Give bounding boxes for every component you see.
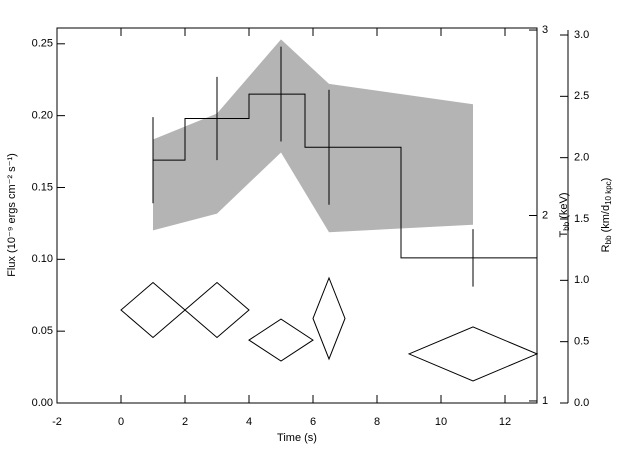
- label-part: ): [600, 178, 612, 182]
- x-axis-label: Time (s): [277, 432, 317, 444]
- x-tick-label: -2: [52, 416, 62, 428]
- diamond: [312, 276, 346, 361]
- x-tick-label: 8: [374, 416, 380, 428]
- y3-tick-label: 3.0: [574, 29, 589, 41]
- label-part: R: [600, 244, 612, 252]
- y-tick-label: 0.05: [32, 325, 53, 337]
- y3-tick-label: 1.5: [574, 213, 589, 225]
- x-tick-label: 12: [499, 416, 511, 428]
- y-tick-label: 0.20: [32, 110, 53, 122]
- y-tick-label: 0.25: [32, 38, 53, 50]
- step-line: [153, 93, 537, 259]
- diamond: [248, 318, 314, 362]
- y-axis-label: Flux (10⁻⁹ ergs cm⁻² s⁻¹): [6, 153, 18, 277]
- x-tick-label: 4: [246, 416, 252, 428]
- y3-tick-label: 2.5: [574, 90, 589, 102]
- y3-tick-label: 2.0: [574, 152, 589, 164]
- x-tick-label: 0: [118, 416, 124, 428]
- y3-tick-label: 0.5: [574, 336, 589, 348]
- y3-axis-label: Rbb (km/d10 kpc): [600, 178, 613, 253]
- y2-tick-label: 2: [542, 209, 548, 221]
- label-sub: bb: [604, 235, 613, 244]
- x-tick-label: 2: [182, 416, 188, 428]
- y-tick-label: 0.00: [32, 397, 53, 409]
- label-sub: bb: [562, 221, 571, 230]
- band: [153, 39, 473, 233]
- x-tick-label: 6: [310, 416, 316, 428]
- x-tick-label: 10: [435, 416, 447, 428]
- label-part: (km/d: [600, 205, 612, 236]
- y-tick-label: 0.10: [32, 253, 53, 265]
- y2-tick-label: 1: [542, 395, 548, 407]
- label-sub: 10 kpc: [604, 181, 613, 205]
- label-part: (keV): [558, 193, 570, 222]
- diamond: [120, 281, 186, 339]
- y2-axis-label: Tbb (keV): [558, 193, 571, 238]
- y3-tick-label: 1.0: [574, 274, 589, 286]
- y-tick-label: 0.15: [32, 181, 53, 193]
- diamond: [184, 281, 250, 339]
- y3-tick-label: 0.0: [574, 397, 589, 409]
- y2-tick-label: 3: [542, 24, 548, 36]
- label-part: T: [558, 230, 570, 237]
- diamond: [407, 326, 539, 382]
